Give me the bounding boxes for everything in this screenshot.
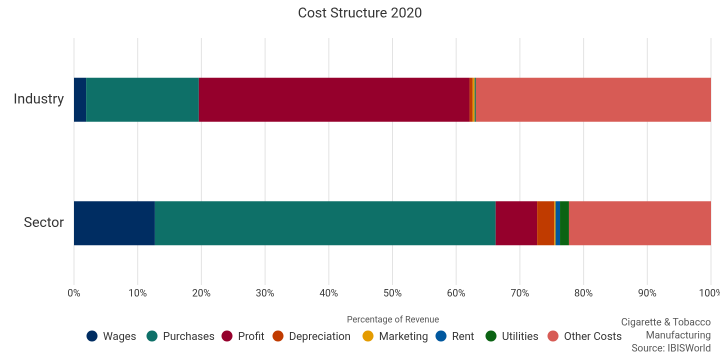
bar-segment	[198, 77, 470, 122]
legend-label: Depreciation	[289, 330, 351, 343]
bar-segment	[472, 77, 475, 122]
bar-segment	[554, 201, 556, 246]
legend-label: Rent	[452, 330, 475, 343]
bar-segment	[495, 201, 538, 246]
x-tick-label: 60%	[447, 289, 466, 300]
legend-marker	[221, 330, 233, 342]
legend-marker	[485, 330, 497, 342]
bar-segment	[74, 201, 155, 246]
legend-label: Purchases	[163, 330, 215, 343]
x-tick-label: 40%	[320, 289, 339, 300]
bar-segment	[555, 201, 561, 246]
x-tick-label: 70%	[511, 289, 530, 300]
legend-label: Wages	[103, 330, 137, 343]
legend-label: Marketing	[379, 330, 428, 343]
x-tick-label: 30%	[256, 289, 275, 300]
x-tick-label: 10%	[128, 289, 147, 300]
bar-segment	[74, 77, 87, 122]
bar-segment	[537, 201, 555, 246]
legend-marker	[547, 330, 559, 342]
bar-segment	[475, 77, 476, 122]
y-tick-label: Sector	[24, 215, 64, 231]
x-tick-label: 50%	[383, 289, 402, 300]
source-note: Cigarette & Tobacco	[621, 318, 711, 329]
legend-marker	[146, 330, 158, 342]
bar-segment	[475, 77, 711, 122]
bar-segment	[560, 201, 569, 246]
legend-label: Other Costs	[564, 330, 622, 343]
legend-marker	[86, 330, 98, 342]
bar-segment	[469, 77, 473, 122]
x-axis-label: Percentage of Revenue	[347, 315, 439, 325]
source-note: Manufacturing	[646, 330, 711, 342]
x-tick-label: 20%	[192, 289, 211, 300]
legend-marker	[435, 330, 447, 342]
bar-segment	[154, 201, 496, 246]
legend-label: Utilities	[502, 330, 539, 343]
legend-marker	[362, 330, 374, 342]
x-tick-label: 0%	[68, 289, 81, 300]
x-tick-label: 80%	[574, 289, 593, 300]
bar-segment	[568, 201, 711, 246]
y-tick-label: Industry	[14, 91, 65, 107]
legend-label: Profit	[238, 330, 265, 343]
legend-marker	[272, 330, 284, 342]
source-note: Source: IBISWorld	[632, 344, 711, 352]
x-tick-label: 90%	[638, 289, 657, 300]
bar-segment	[86, 77, 199, 122]
chart-title: Cost Structure 2020	[298, 6, 422, 22]
x-tick-label: 100%	[699, 289, 720, 300]
bar-segment	[474, 77, 476, 122]
